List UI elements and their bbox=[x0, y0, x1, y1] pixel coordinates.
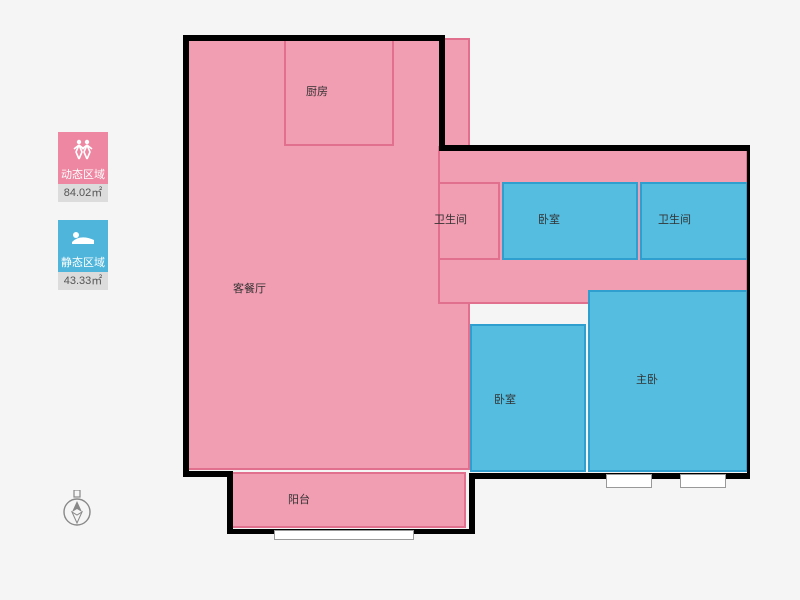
window-mark bbox=[680, 474, 726, 488]
room-bedroom2 bbox=[470, 324, 586, 472]
room-label-balcony: 阳台 bbox=[288, 491, 310, 507]
legend-static: 静态区域 43.33㎡ bbox=[58, 220, 108, 290]
room-bath2 bbox=[640, 182, 748, 260]
room-label-master: 主卧 bbox=[636, 371, 658, 387]
room-label-living: 客餐厅 bbox=[233, 280, 266, 296]
legend-static-value: 43.33㎡ bbox=[58, 272, 108, 290]
people-icon bbox=[58, 132, 108, 166]
legend-dynamic-value: 84.02㎡ bbox=[58, 184, 108, 202]
window-mark bbox=[274, 530, 414, 540]
window-mark bbox=[606, 474, 652, 488]
legend-dynamic-label: 动态区域 bbox=[58, 166, 108, 184]
legend-static-label: 静态区域 bbox=[58, 254, 108, 272]
room-label-bath1: 卫生间 bbox=[434, 211, 467, 227]
room-kitchen bbox=[284, 38, 394, 146]
legend-dynamic: 动态区域 84.02㎡ bbox=[58, 132, 108, 202]
sleep-icon bbox=[58, 220, 108, 254]
room-bedroom1 bbox=[502, 182, 638, 260]
room-balcony bbox=[230, 472, 466, 528]
compass-icon bbox=[62, 490, 92, 528]
floorplan: 客餐厅厨房卫生间卧室卫生间卧室主卧阳台 bbox=[180, 32, 760, 552]
room-master bbox=[588, 290, 748, 472]
room-label-bedroom2: 卧室 bbox=[494, 391, 516, 407]
room-label-bedroom1: 卧室 bbox=[538, 211, 560, 227]
room-label-kitchen: 厨房 bbox=[306, 83, 328, 99]
legend: 动态区域 84.02㎡ 静态区域 43.33㎡ bbox=[58, 132, 108, 308]
room-label-bath2: 卫生间 bbox=[658, 211, 691, 227]
